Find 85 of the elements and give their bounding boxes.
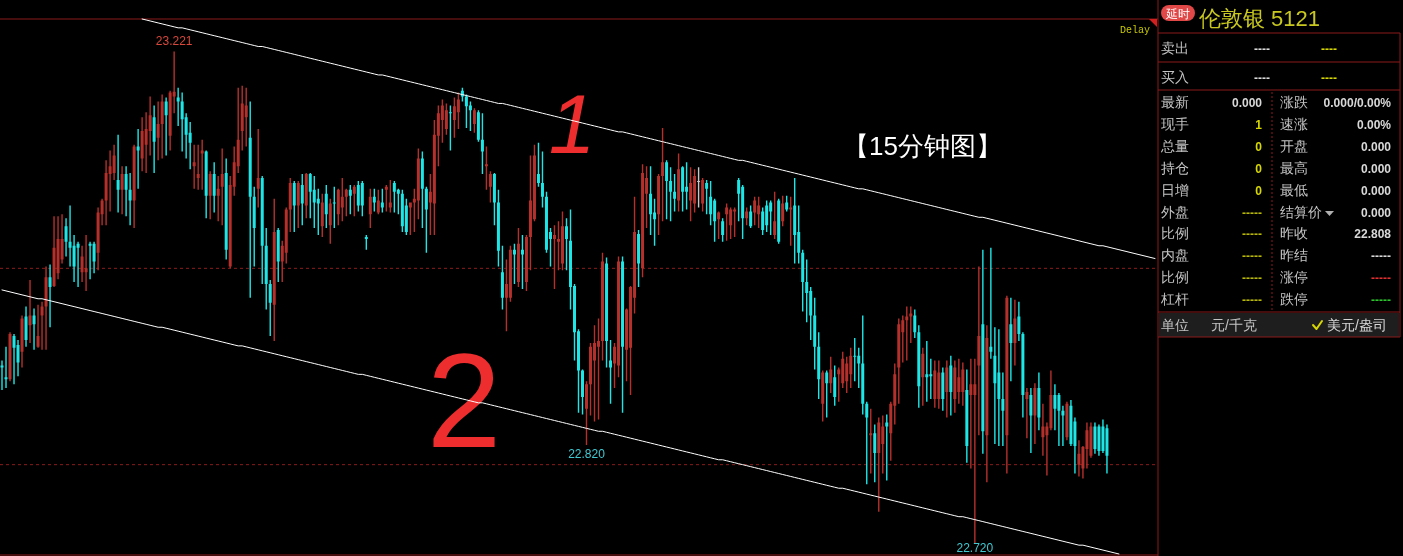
text: 卖出 (1161, 40, 1189, 56)
candlestick (84, 234, 88, 291)
text: 杠杆 (1160, 291, 1189, 308)
text: 美元/盎司 (1327, 317, 1387, 333)
text: 元/千克 (1211, 317, 1257, 333)
candlestick (192, 144, 196, 189)
text: 22.808 (1354, 227, 1392, 242)
text: 最新 (1161, 94, 1189, 110)
text: ---- (1321, 42, 1337, 56)
text: ---- (1254, 71, 1270, 85)
text: 0.000 (1360, 183, 1392, 198)
candlestick (1029, 388, 1033, 453)
text: ----- (1371, 293, 1391, 308)
text: 昨结 (1280, 247, 1308, 264)
text: 跌停 (1280, 291, 1308, 308)
text: 1 (1255, 117, 1263, 132)
candlestick (152, 105, 156, 174)
text: 昨收 (1280, 225, 1308, 242)
text: 0.00% (1356, 117, 1392, 132)
text: ----- (1242, 293, 1262, 308)
text: ---- (1254, 42, 1270, 56)
candlestick (1025, 388, 1029, 439)
text: 外盘 (1161, 203, 1189, 220)
candlestick (12, 334, 16, 385)
candlestick (196, 144, 200, 190)
text: 0 (1255, 161, 1263, 176)
text: 0 (1255, 183, 1263, 198)
text: 伦敦银 5121 (1199, 6, 1321, 31)
text: 现手 (1161, 115, 1189, 132)
text: 持仓 (1161, 159, 1189, 176)
candlestick (200, 139, 204, 190)
candlestick (48, 264, 52, 328)
text: ----- (1242, 227, 1262, 242)
text: 结算价 (1280, 203, 1322, 220)
text: 比例 (1161, 269, 1189, 286)
candlestick (36, 304, 40, 348)
candlestick (1013, 299, 1017, 366)
text: 0.000 (1231, 96, 1263, 110)
text: 0.000 (1360, 139, 1392, 154)
text: 最低 (1280, 181, 1308, 198)
candlestick (220, 148, 224, 226)
text: 内盘 (1161, 247, 1189, 264)
text: ---- (1321, 71, 1337, 85)
text: 比例 (1161, 225, 1189, 242)
candlestick (136, 128, 140, 189)
text: 开盘 (1280, 137, 1308, 154)
candlestick (212, 162, 216, 213)
candlestick (28, 280, 32, 343)
candlestick (997, 329, 1001, 447)
candlestick (1077, 440, 1081, 477)
text: Delay (1119, 25, 1150, 36)
text: 涨停 (1280, 269, 1308, 286)
text: 0.000/0.00% (1323, 96, 1392, 110)
text: ----- (1242, 249, 1262, 264)
text: 总量 (1160, 137, 1189, 154)
text: 0 (1255, 139, 1263, 154)
candlestick (160, 94, 164, 159)
text: 22.820 (568, 447, 605, 462)
text: 速涨 (1280, 115, 1308, 132)
candlestick (88, 241, 92, 280)
text: 涨跌 (1280, 94, 1308, 110)
candlestick (120, 166, 124, 215)
text: ----- (1242, 271, 1262, 286)
candlestick (949, 355, 953, 416)
text: 【15分钟图】 (843, 131, 1002, 161)
text: ----- (1242, 205, 1262, 220)
candlestick (116, 134, 120, 213)
text: 22.720 (956, 541, 994, 555)
text: 单位 (1161, 317, 1189, 333)
candlestick (164, 97, 168, 156)
text: ----- (1371, 271, 1391, 286)
candlestick (1009, 297, 1013, 382)
candlestick (945, 360, 949, 418)
candlestick (32, 308, 36, 350)
text: 日增 (1161, 181, 1189, 198)
text: 最高 (1280, 159, 1308, 176)
text: 23.221 (155, 34, 193, 49)
text: 延时 (1165, 6, 1190, 21)
text: 0.000 (1360, 205, 1392, 220)
text: 0.000 (1360, 161, 1392, 176)
candlestick (44, 266, 48, 350)
text: 买入 (1161, 69, 1189, 85)
candlestick (925, 340, 929, 402)
candlestick (4, 346, 8, 389)
text: ----- (1371, 249, 1391, 264)
